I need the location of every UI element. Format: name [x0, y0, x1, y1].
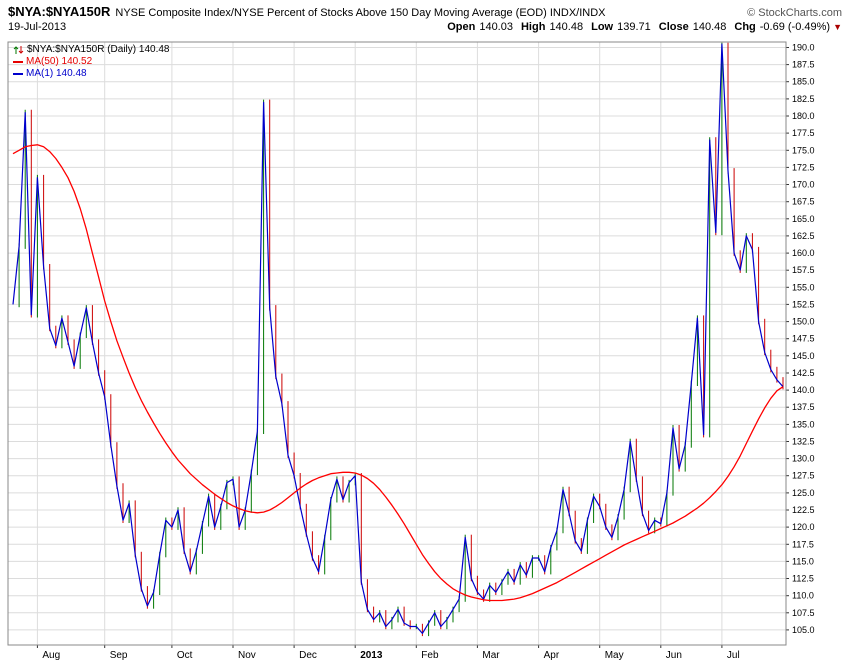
svg-text:157.5: 157.5	[792, 265, 815, 275]
price-bars	[18, 42, 784, 637]
svg-text:150.0: 150.0	[792, 317, 815, 327]
chg-label: Chg	[734, 21, 756, 33]
svg-text:152.5: 152.5	[792, 299, 815, 309]
svg-text:2013: 2013	[360, 650, 383, 661]
low-value: 139.71	[617, 21, 651, 33]
y-axis-labels: 105.0 107.5 110.0 112.5 115.0 117.5 120.0 122.5…	[786, 43, 815, 635]
svg-text:115.0: 115.0	[792, 556, 814, 566]
legend-row-ma50: MA(50) 140.52	[13, 56, 169, 68]
x-axis-labels: Aug Sep Oct Nov Dec 2013 Feb Mar Apr May Jun Jul	[36, 645, 740, 661]
svg-text:107.5: 107.5	[792, 608, 815, 618]
svg-text:May: May	[605, 650, 624, 661]
svg-text:165.0: 165.0	[792, 214, 815, 224]
open-label: Open	[447, 21, 476, 33]
open-value: 140.03	[479, 21, 513, 33]
svg-text:132.5: 132.5	[792, 437, 815, 447]
low-label: Low	[591, 21, 614, 33]
svg-text:167.5: 167.5	[792, 197, 815, 207]
svg-text:112.5: 112.5	[792, 574, 814, 584]
svg-text:170.0: 170.0	[792, 180, 815, 190]
ma50-line-swatch	[13, 61, 23, 63]
svg-text:135.0: 135.0	[792, 419, 815, 429]
svg-text:160.0: 160.0	[792, 248, 815, 258]
svg-text:140.0: 140.0	[792, 385, 815, 395]
svg-text:185.0: 185.0	[792, 77, 815, 87]
quote-row: 19-Jul-2013 Open 140.03 High 140.48 Low …	[8, 21, 842, 33]
high-value: 140.48	[549, 21, 584, 33]
svg-text:Apr: Apr	[544, 650, 560, 661]
plot-border	[7, 41, 787, 646]
svg-text:Mar: Mar	[482, 650, 500, 661]
svg-text:Nov: Nov	[238, 650, 256, 661]
legend-row-ma1: MA(1) 140.48	[13, 68, 169, 80]
updown-arrows-icon	[13, 46, 24, 54]
h-grid-lines	[8, 47, 786, 631]
svg-text:Oct: Oct	[177, 650, 193, 661]
close-label: Close	[658, 21, 689, 33]
svg-text:Dec: Dec	[299, 650, 317, 661]
svg-text:117.5: 117.5	[792, 539, 814, 549]
svg-text:172.5: 172.5	[792, 162, 815, 172]
legend-main-label: $NYA:$NYA150R (Daily) 140.48	[27, 44, 170, 55]
svg-text:125.0: 125.0	[792, 488, 815, 498]
svg-text:127.5: 127.5	[792, 471, 815, 481]
price-line	[12, 43, 784, 635]
svg-text:Aug: Aug	[42, 650, 60, 661]
high-label: High	[520, 21, 546, 33]
svg-text:180.0: 180.0	[792, 111, 815, 121]
svg-text:Sep: Sep	[110, 650, 128, 661]
svg-text:177.5: 177.5	[792, 128, 815, 138]
chart-symbol: $NYA:$NYA150R	[8, 4, 111, 19]
svg-text:147.5: 147.5	[792, 334, 815, 344]
svg-text:175.0: 175.0	[792, 145, 815, 155]
v-grid-lines	[36, 42, 723, 645]
legend-ma50-label: MA(50) 140.52	[26, 56, 93, 67]
ma50-line	[12, 144, 784, 602]
svg-text:Jul: Jul	[727, 650, 740, 661]
chart-legend: $NYA:$NYA150R (Daily) 140.48 MA(50) 140.…	[13, 44, 169, 80]
header-row: $NYA:$NYA150R NYSE Composite Index/NYSE …	[8, 4, 842, 19]
legend-ma1-label: MA(1) 140.48	[26, 68, 87, 79]
svg-text:155.0: 155.0	[792, 282, 815, 292]
svg-text:182.5: 182.5	[792, 94, 815, 104]
svg-text:Jun: Jun	[666, 650, 682, 661]
svg-text:130.0: 130.0	[792, 454, 815, 464]
chg-down-arrow-icon: ▼	[833, 22, 842, 32]
svg-text:110.0: 110.0	[792, 591, 814, 601]
legend-row-main: $NYA:$NYA150R (Daily) 140.48	[13, 44, 169, 56]
svg-text:162.5: 162.5	[792, 231, 815, 241]
chart-description: NYSE Composite Index/NYSE Percent of Sto…	[115, 7, 606, 19]
quote-date: 19-Jul-2013	[8, 21, 67, 33]
svg-text:120.0: 120.0	[792, 522, 815, 532]
svg-text:105.0: 105.0	[792, 625, 815, 635]
svg-text:122.5: 122.5	[792, 505, 815, 515]
svg-text:145.0: 145.0	[792, 351, 815, 361]
stockcharts-copyright: © StockCharts.com	[747, 7, 842, 19]
chg-value: -0.69 (-0.49%)	[759, 21, 831, 33]
svg-text:190.0: 190.0	[792, 43, 815, 53]
close-value: 140.48	[692, 21, 727, 33]
quote-bar: Open 140.03 High 140.48 Low 139.71 Close…	[439, 21, 842, 33]
ma1-line-swatch	[13, 73, 23, 75]
svg-text:Feb: Feb	[421, 650, 439, 661]
svg-text:137.5: 137.5	[792, 402, 815, 412]
svg-text:187.5: 187.5	[792, 60, 815, 70]
svg-text:142.5: 142.5	[792, 368, 815, 378]
